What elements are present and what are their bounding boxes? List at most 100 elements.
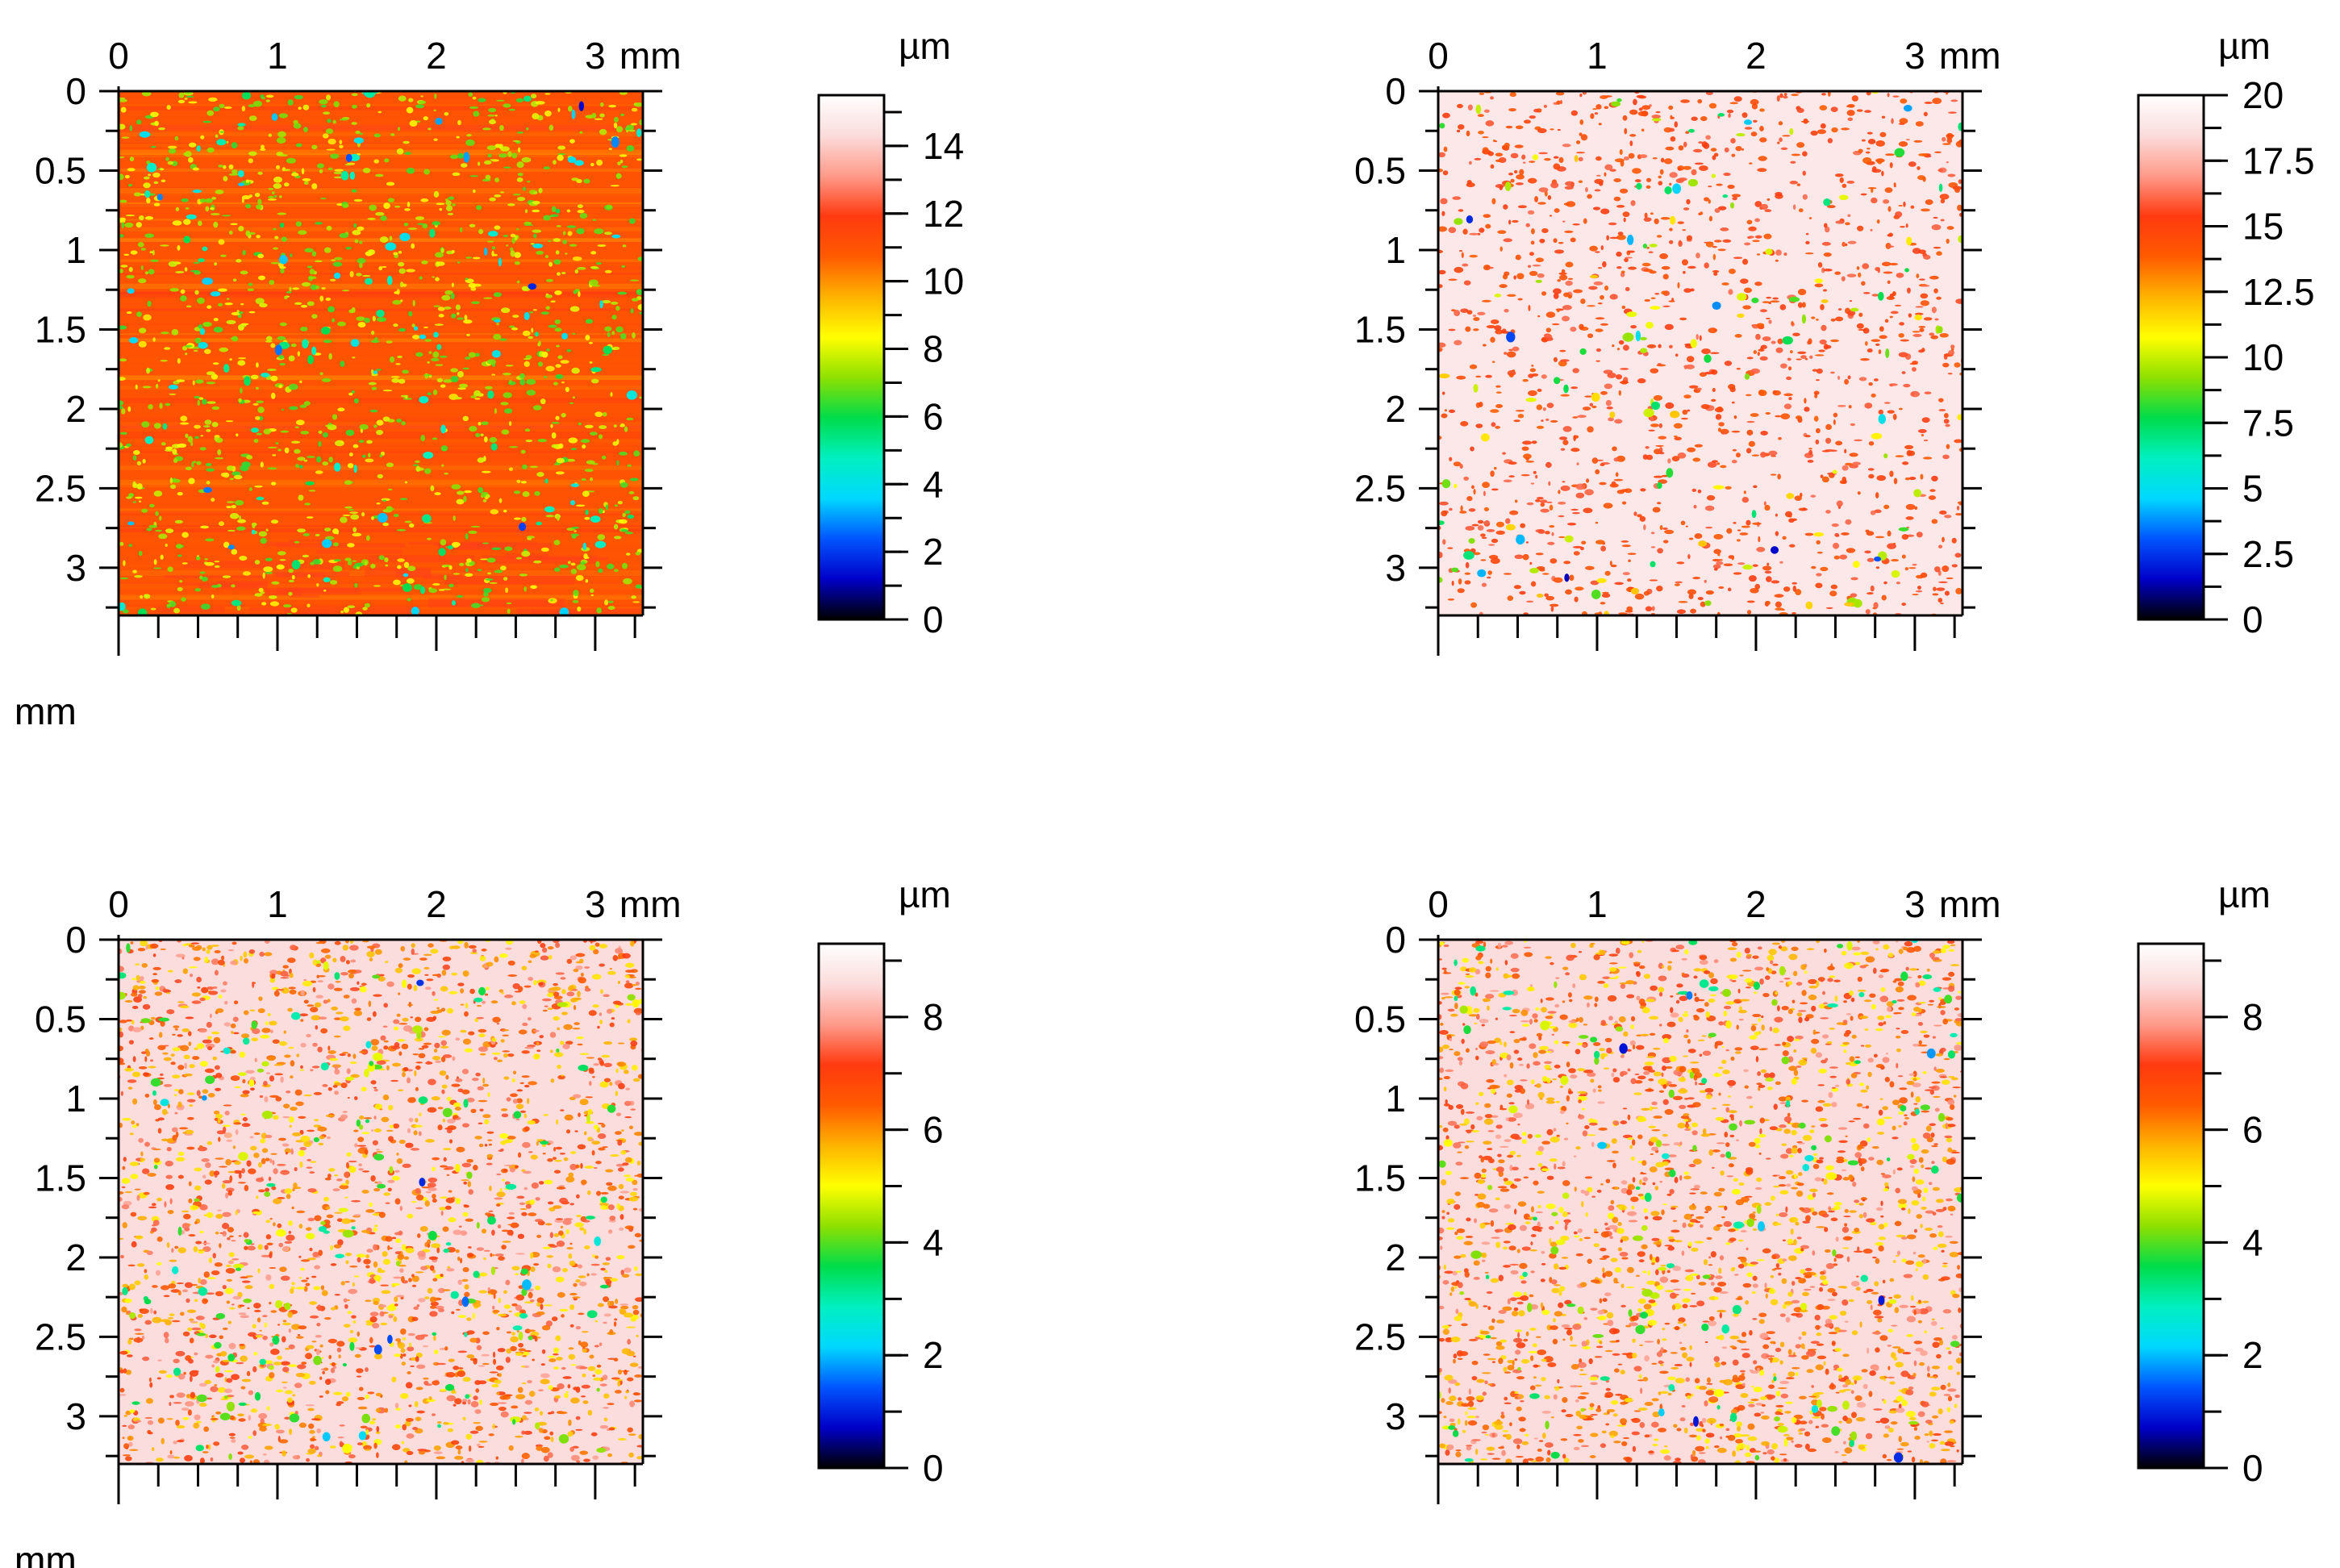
surface-feature (481, 1353, 490, 1357)
surface-feature (1928, 495, 1937, 500)
surface-feature (131, 1005, 139, 1010)
surface-feature (1951, 537, 1957, 544)
surface-feature (1595, 251, 1600, 253)
surface-feature (1846, 273, 1857, 277)
surface-feature (177, 1034, 183, 1037)
surface-feature (478, 1143, 484, 1148)
surface-feature (359, 262, 363, 269)
surface-feature (339, 1053, 346, 1057)
surface-feature (1644, 212, 1648, 219)
surface-feature (1891, 569, 1900, 578)
surface-feature (366, 1017, 372, 1021)
surface-feature (279, 265, 286, 269)
surface-feature (632, 1355, 636, 1357)
surface-feature (1572, 368, 1579, 373)
surface-feature (377, 1270, 386, 1274)
surface-feature (1817, 129, 1827, 135)
surface-feature (303, 1286, 308, 1292)
surface-feature (507, 1136, 516, 1140)
surface-feature (1613, 178, 1621, 182)
surface-feature (1580, 298, 1586, 304)
surface-feature (1470, 446, 1474, 452)
surface-feature (1887, 280, 1891, 285)
surface-feature (1663, 540, 1669, 544)
surface-feature (169, 393, 177, 395)
surface-feature (1908, 476, 1917, 481)
surface-feature (503, 392, 512, 398)
surface-feature (543, 1114, 549, 1116)
surface-feature (393, 252, 398, 256)
surface-feature (1739, 532, 1749, 536)
surface-feature (557, 145, 566, 150)
surface-feature (1634, 593, 1645, 600)
surface-feature (402, 583, 412, 592)
surface-feature (477, 569, 482, 572)
surface-feature (1698, 540, 1708, 547)
surface-feature (1558, 156, 1564, 164)
surface-feature (195, 1241, 202, 1245)
surface-feature (1579, 323, 1584, 330)
surface-feature (1847, 214, 1851, 217)
surface-feature (1912, 367, 1917, 372)
surface-feature (171, 328, 179, 336)
surface-feature (522, 491, 530, 497)
surface-feature (567, 1431, 574, 1437)
surface-feature (1929, 489, 1936, 492)
surface-feature (435, 364, 444, 366)
surface-feature (1924, 102, 1933, 104)
surface-feature (1690, 288, 1695, 292)
surface-feature (1589, 245, 1598, 252)
surface-feature (289, 989, 297, 995)
surface-feature (1809, 355, 1813, 359)
surface-feature (542, 1009, 548, 1012)
surface-feature (204, 1379, 212, 1385)
surface-feature (590, 594, 594, 597)
surface-feature (407, 1346, 415, 1352)
surface-feature (190, 441, 194, 447)
surface-feature (1822, 289, 1828, 292)
surface-feature (291, 1282, 295, 1286)
surface-feature (278, 384, 283, 389)
surface-feature (237, 123, 246, 127)
surface-feature (282, 169, 290, 172)
surface-feature (227, 529, 236, 532)
surface-feature (1621, 544, 1632, 548)
surface-feature (396, 148, 404, 155)
surface-feature (1482, 136, 1489, 139)
surface-feature (252, 100, 263, 107)
surface-feature (1553, 156, 1559, 159)
surface-feature (1675, 581, 1683, 584)
surface-feature (1704, 579, 1707, 583)
surface-feature (1473, 552, 1481, 556)
surface-feature (382, 1025, 388, 1028)
surface-feature (218, 288, 227, 292)
surface-feature (311, 314, 318, 319)
surface-feature (632, 332, 636, 339)
surface-feature (455, 304, 461, 311)
surface-feature (196, 1043, 205, 1049)
surface-feature (204, 348, 211, 354)
surface-feature (434, 323, 444, 326)
surface-feature (175, 1157, 186, 1162)
surface-feature (1537, 315, 1541, 318)
surface-feature (1669, 227, 1673, 231)
surface-feature (1590, 580, 1600, 586)
surface-feature (198, 1382, 207, 1387)
surface-feature (415, 104, 424, 109)
surface-feature (252, 524, 256, 529)
surface-feature (1536, 593, 1544, 598)
surface-feature (387, 1179, 395, 1183)
surface-feature (615, 1091, 619, 1097)
surface-feature (132, 455, 137, 461)
surface-feature (1609, 411, 1616, 419)
surface-feature (1754, 235, 1762, 239)
surface-feature (216, 139, 227, 146)
surface-streak (119, 129, 643, 134)
surface-feature (215, 1231, 219, 1235)
surface-feature (1946, 161, 1949, 164)
surface-feature (1624, 257, 1629, 262)
surface-feature (454, 1398, 462, 1405)
surface-feature (473, 1357, 478, 1365)
surface-feature (481, 470, 491, 473)
surface-feature (172, 1074, 181, 1079)
